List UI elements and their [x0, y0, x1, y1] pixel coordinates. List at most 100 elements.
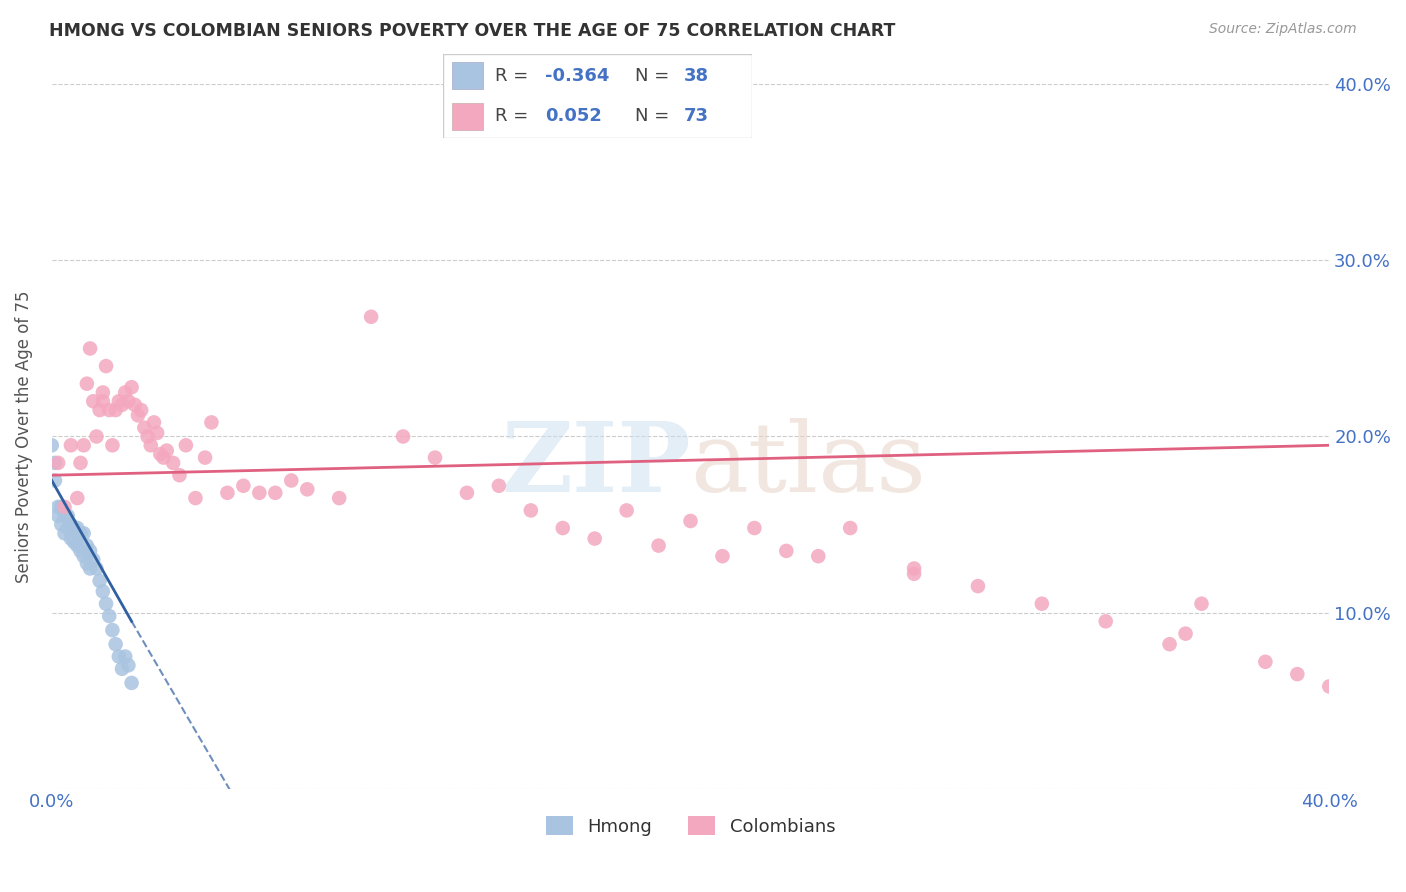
- Point: [1191, 597, 1213, 611]
- Point: [247, 485, 270, 500]
- Text: 73: 73: [685, 107, 709, 125]
- Point: [297, 483, 319, 497]
- Point: [1159, 637, 1181, 651]
- Point: [711, 549, 734, 564]
- Point: [360, 310, 382, 324]
- Point: [79, 561, 101, 575]
- Legend: Hmong, Colombians: Hmong, Colombians: [538, 809, 842, 843]
- Point: [44, 456, 66, 470]
- Point: [134, 420, 156, 434]
- Point: [91, 385, 114, 400]
- Point: [76, 539, 98, 553]
- Point: [1094, 615, 1116, 629]
- Point: [1286, 667, 1309, 681]
- Point: [94, 359, 117, 373]
- Point: [104, 403, 127, 417]
- Point: [104, 637, 127, 651]
- Point: [744, 521, 766, 535]
- Point: [41, 438, 63, 452]
- FancyBboxPatch shape: [443, 54, 752, 138]
- Point: [73, 438, 96, 452]
- Point: [1317, 680, 1340, 694]
- Point: [69, 526, 91, 541]
- Point: [903, 566, 925, 581]
- Text: -0.364: -0.364: [546, 67, 609, 85]
- Point: [136, 429, 159, 443]
- Point: [114, 649, 136, 664]
- Point: [127, 409, 149, 423]
- Point: [264, 485, 287, 500]
- FancyBboxPatch shape: [453, 103, 484, 130]
- Point: [280, 474, 302, 488]
- Point: [217, 485, 239, 500]
- Point: [66, 491, 89, 505]
- Point: [69, 456, 91, 470]
- Point: [98, 403, 121, 417]
- Point: [91, 394, 114, 409]
- Point: [53, 508, 76, 523]
- Point: [121, 380, 143, 394]
- Point: [53, 500, 76, 514]
- Point: [86, 429, 108, 443]
- Point: [101, 623, 124, 637]
- Point: [51, 517, 73, 532]
- Text: HMONG VS COLOMBIAN SENIORS POVERTY OVER THE AGE OF 75 CORRELATION CHART: HMONG VS COLOMBIAN SENIORS POVERTY OVER …: [49, 22, 896, 40]
- Point: [46, 500, 69, 514]
- Point: [488, 479, 510, 493]
- Point: [59, 438, 82, 452]
- Point: [101, 438, 124, 452]
- Point: [108, 649, 131, 664]
- Point: [328, 491, 350, 505]
- Point: [142, 416, 165, 430]
- Point: [967, 579, 990, 593]
- Point: [73, 526, 96, 541]
- Point: [903, 561, 925, 575]
- Point: [129, 403, 152, 417]
- Point: [98, 609, 121, 624]
- Point: [1031, 597, 1053, 611]
- Point: [194, 450, 217, 465]
- Point: [73, 549, 96, 564]
- Point: [56, 521, 79, 535]
- Point: [51, 500, 73, 514]
- Point: [551, 521, 574, 535]
- Point: [616, 503, 638, 517]
- Point: [184, 491, 207, 505]
- Point: [1254, 655, 1277, 669]
- Text: atlas: atlas: [690, 417, 927, 512]
- Point: [53, 526, 76, 541]
- Point: [63, 521, 86, 535]
- Point: [91, 584, 114, 599]
- Point: [66, 539, 89, 553]
- Point: [149, 447, 172, 461]
- Point: [807, 549, 830, 564]
- Point: [76, 376, 98, 391]
- Point: [59, 517, 82, 532]
- FancyBboxPatch shape: [453, 62, 484, 89]
- Point: [679, 514, 702, 528]
- Point: [59, 532, 82, 546]
- Point: [152, 450, 174, 465]
- Point: [232, 479, 254, 493]
- Text: N =: N =: [634, 67, 675, 85]
- Text: R =: R =: [495, 107, 534, 125]
- Point: [111, 398, 134, 412]
- Point: [82, 552, 104, 566]
- Point: [46, 456, 69, 470]
- Point: [392, 429, 415, 443]
- Point: [94, 597, 117, 611]
- Point: [121, 676, 143, 690]
- Point: [76, 556, 98, 570]
- Point: [89, 403, 111, 417]
- Point: [111, 662, 134, 676]
- Point: [46, 508, 69, 523]
- Point: [69, 544, 91, 558]
- Point: [117, 658, 139, 673]
- Point: [89, 574, 111, 588]
- Text: 0.052: 0.052: [546, 107, 602, 125]
- Point: [56, 508, 79, 523]
- Point: [66, 521, 89, 535]
- Point: [156, 443, 179, 458]
- Point: [44, 474, 66, 488]
- Point: [79, 544, 101, 558]
